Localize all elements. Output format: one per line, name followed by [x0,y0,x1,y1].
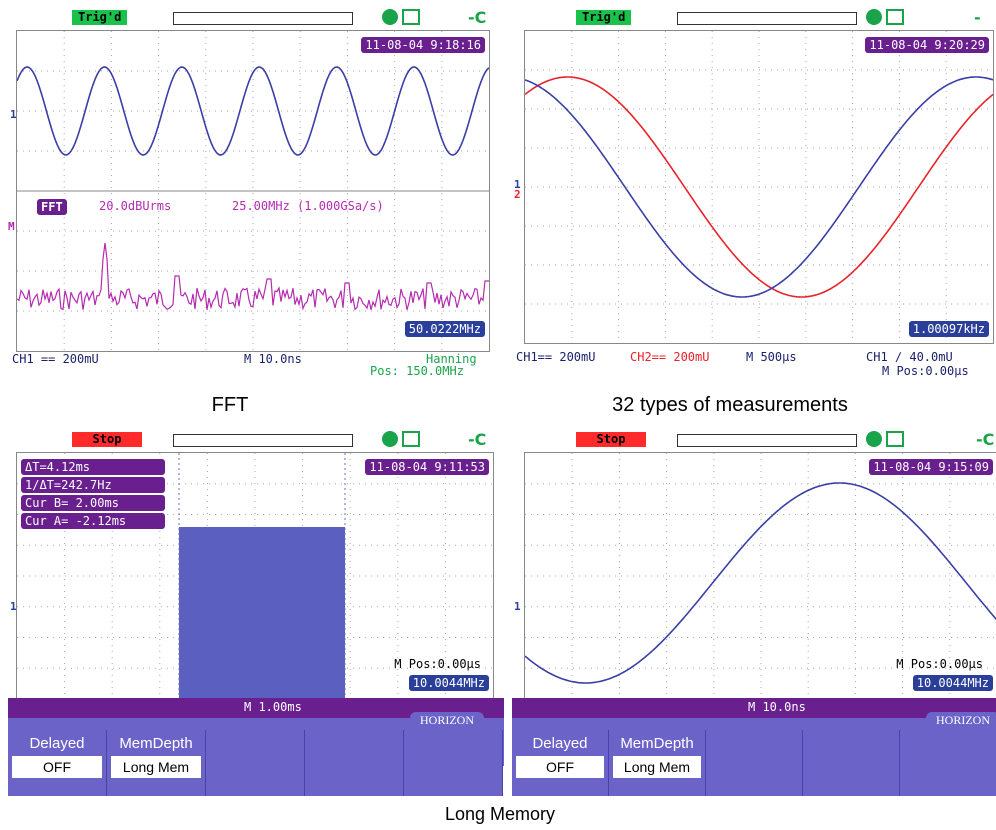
channel1-marker[interactable]: 1 [10,108,17,121]
waveform-display[interactable]: 11-08-04 9:15:09 M Pos:0.00µs 10.0044MHz [524,452,996,700]
cursor-inverse-delta-t: 1/ΔT=242.7Hz [21,477,165,493]
status-bar: Trig'd -C [512,6,992,46]
math-marker[interactable]: M [8,220,15,233]
softkey-button[interactable]: Delayed OFF [8,730,107,796]
softkey-button[interactable] [305,730,404,796]
softkey-button[interactable]: Delayed OFF [512,730,609,796]
fft-label: FFT [37,199,67,215]
timestamp: 11-08-04 9:15:09 [869,459,993,475]
fft-position: Pos: 150.0MHz [370,364,464,378]
waveform-display[interactable]: 11-08-04 9:18:16 FFT 20.0dBUrms 25.00MHz… [16,30,490,352]
caption-long-memory: Long Memory [444,804,556,824]
softkey-label: MemDepth [620,735,694,752]
trigger-status: Stop [72,432,142,447]
status-bar: Stop -C [8,428,504,452]
scope-panel-measurements: Trig'd -C 11-08-04 9:20:29 1.00097kHz 1 … [512,6,994,386]
printer-icon [886,9,904,25]
softkey-button[interactable] [706,730,803,796]
softkey-button[interactable] [206,730,305,796]
trigger-status: Trig'd [72,10,128,25]
ch1-waveform [17,66,489,156]
menu-title: HORIZON [410,712,484,728]
softkey-value: Long Mem [111,756,201,778]
softkey-button[interactable] [404,730,503,796]
trigger-status: Trig'd [576,10,632,25]
menu-title: HORIZON [926,712,996,728]
softkey-value: OFF [12,756,102,778]
trigger-status: Stop [576,432,646,447]
timebase: M 10.0ns [748,700,806,714]
timebase: M 1.00ms [244,700,302,714]
softkey-button[interactable] [900,730,996,796]
softkey-button[interactable] [803,730,900,796]
status-bar: Trig'd -C [8,6,488,30]
waveform-display[interactable]: 11-08-04 9:20:29 1.00097kHz [524,30,994,344]
power-plug-icon: -C [976,430,995,449]
printer-icon [402,431,420,447]
fft-span: 25.00MHz (1.000GSa/s) [232,199,384,213]
timestamp: 11-08-04 9:18:16 [361,37,485,53]
fft-spectrum [17,242,489,311]
channel1-marker[interactable]: 1 [514,600,521,613]
usb-icon [866,9,882,25]
softkey-label: Delayed [29,735,85,752]
ch1-scale: CH1== 200mU [516,350,596,364]
usb-icon [866,431,882,447]
caption-fft: FFT [211,394,249,416]
scope-panel-fft: Trig'd -C 11-08-04 9:18:16 FFT 20.0dBUrm… [8,6,490,378]
horizontal-position: M Pos:0.00µs [896,657,983,671]
channel1-marker[interactable]: 1 [10,600,17,613]
ch1-waveform [179,527,345,699]
timestamp: 11-08-04 9:11:53 [365,459,489,475]
printer-icon [402,9,420,25]
softkey-label: Delayed [532,735,588,752]
softkey-label: MemDepth [119,735,193,752]
cursor-a[interactable]: Cur A= -2.12ms [21,513,165,529]
cursor-delta-t: ΔT=4.12ms [21,459,165,475]
trigger-level: CH1 ∕ 40.0mU [866,350,953,364]
softkey-value: OFF [516,756,604,778]
timestamp: 11-08-04 9:20:29 [865,37,989,53]
horizontal-position: M Pos:0.00µs [882,364,969,378]
power-plug-icon: -C [468,430,487,449]
horizontal-position: M Pos:0.00µs [394,657,481,671]
menu-header-bar [512,698,996,718]
waveform-display[interactable]: 11-08-04 9:11:53 ΔT=4.12ms 1/ΔT=242.7Hz … [16,452,494,700]
softkey-button[interactable]: MemDepth Long Mem [107,730,206,796]
ch2-waveform [525,76,993,298]
ch1-waveform [525,76,993,298]
memory-bar [677,434,857,447]
fft-window: Hanning [426,352,477,366]
timebase: M 500µs [746,350,797,364]
frequency-counter: 50.0222MHz [404,321,485,337]
caption-measurements: 32 types of measurements [612,394,848,416]
power-plug-icon: -C [468,8,487,27]
measurement-table [569,93,953,113]
fft-scale: 20.0dBUrms [99,199,172,213]
frequency-counter: 1.00097kHz [908,321,989,337]
channel1-marker[interactable]: 1 [514,178,521,191]
status-bar: Stop -C [512,428,996,452]
frequency-counter: 10.0044MHz [912,675,993,691]
memory-bar [677,12,857,25]
softkey-value: Long Mem [613,756,701,778]
menu-header-bar [8,698,504,718]
ch2-scale: CH2== 200mU [630,350,710,364]
frequency-counter: 10.0044MHz [408,675,489,691]
ch1-waveform [525,482,996,684]
memory-bar [173,434,353,447]
channel2-marker[interactable]: 2 [514,188,521,201]
ch1-scale: CH1 == 200mU [12,352,99,366]
usb-icon [382,431,398,447]
memory-bar [173,12,353,25]
usb-icon [382,9,398,25]
timebase: M 10.0ns [244,352,302,366]
softkey-button[interactable]: MemDepth Long Mem [609,730,706,796]
printer-icon [886,431,904,447]
cursor-b[interactable]: Cur B= 2.00ms [21,495,165,511]
